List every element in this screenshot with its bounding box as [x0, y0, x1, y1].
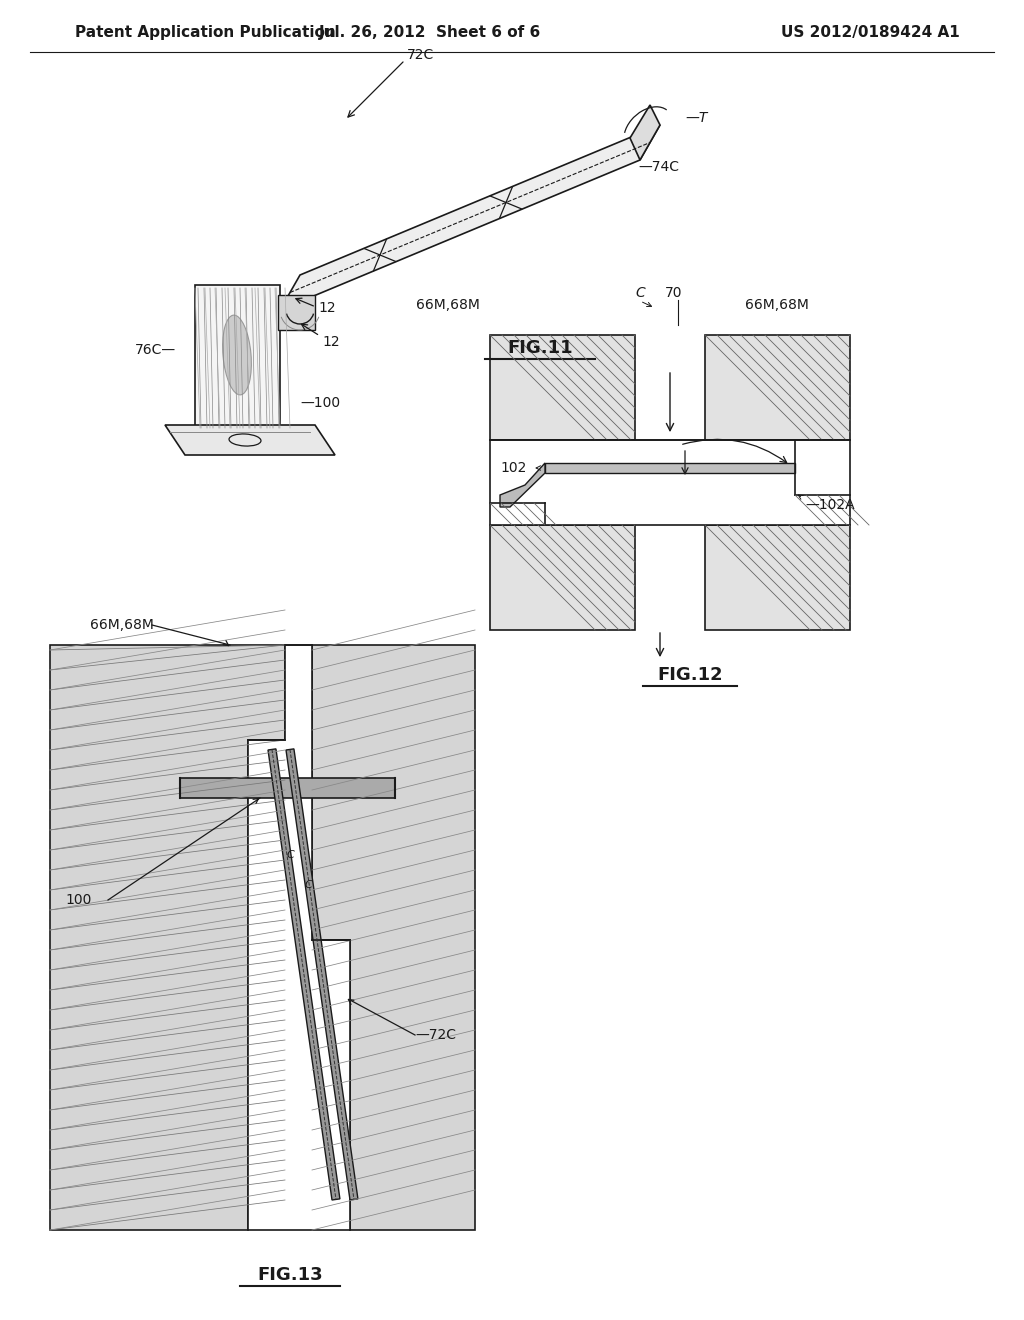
Polygon shape — [630, 106, 660, 160]
Polygon shape — [545, 463, 795, 473]
Polygon shape — [50, 645, 285, 1230]
Polygon shape — [312, 645, 475, 1230]
Polygon shape — [278, 294, 315, 330]
Text: FIG.13: FIG.13 — [257, 1266, 323, 1284]
Text: 12: 12 — [318, 301, 336, 315]
Text: C: C — [635, 286, 645, 300]
Bar — [705, 335, 850, 440]
Text: 102: 102 — [500, 461, 526, 475]
Polygon shape — [286, 748, 358, 1200]
Text: FIG.12: FIG.12 — [657, 667, 723, 684]
Bar — [490, 440, 850, 525]
Text: C: C — [286, 850, 294, 861]
Text: 76C—: 76C— — [135, 343, 176, 356]
Polygon shape — [248, 645, 350, 1230]
Polygon shape — [268, 748, 340, 1200]
Bar — [490, 335, 635, 440]
Ellipse shape — [222, 315, 251, 395]
Polygon shape — [165, 425, 335, 455]
Text: 12: 12 — [322, 335, 340, 348]
Text: 66M,68M: 66M,68M — [745, 298, 809, 312]
Text: —72C: —72C — [415, 1028, 456, 1041]
Text: —102A: —102A — [805, 498, 855, 512]
Text: 100: 100 — [65, 894, 91, 907]
Polygon shape — [195, 285, 280, 430]
Text: Jul. 26, 2012  Sheet 6 of 6: Jul. 26, 2012 Sheet 6 of 6 — [318, 25, 541, 40]
Polygon shape — [180, 777, 395, 799]
Polygon shape — [280, 125, 660, 310]
Text: Patent Application Publication: Patent Application Publication — [75, 25, 336, 40]
Text: —100: —100 — [300, 396, 340, 411]
Text: 72C: 72C — [407, 48, 433, 62]
Bar — [490, 525, 635, 630]
Text: C: C — [304, 880, 312, 890]
Text: FIG.11: FIG.11 — [507, 339, 572, 356]
Polygon shape — [500, 463, 545, 507]
Text: 70: 70 — [665, 286, 683, 300]
Text: —T: —T — [685, 111, 708, 125]
Text: —74C: —74C — [638, 160, 679, 174]
Text: US 2012/0189424 A1: US 2012/0189424 A1 — [780, 25, 959, 40]
Text: 66M,68M: 66M,68M — [90, 618, 154, 632]
Text: 66M,68M: 66M,68M — [416, 298, 480, 312]
Bar — [705, 525, 850, 630]
